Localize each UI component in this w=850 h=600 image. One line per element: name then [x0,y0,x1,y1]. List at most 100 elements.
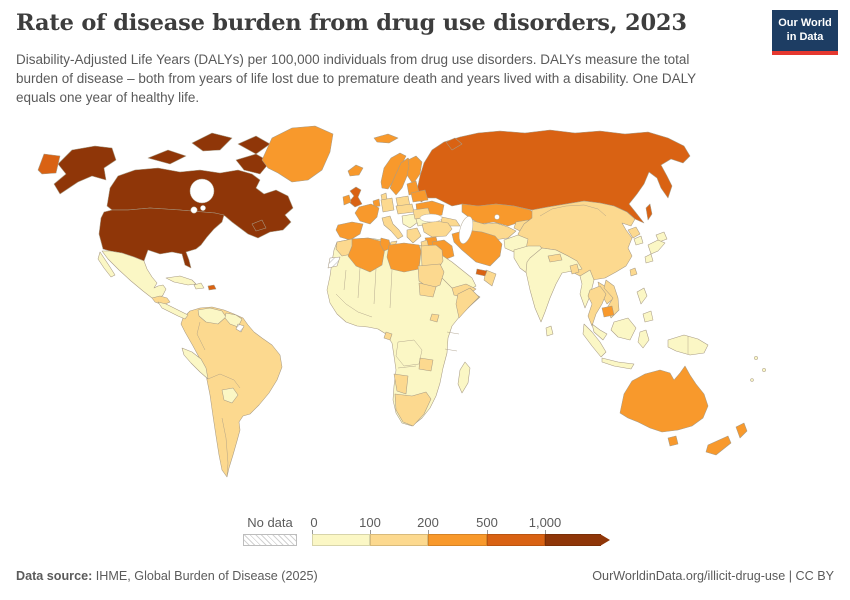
country-north-korea[interactable] [627,226,641,239]
country-bangladesh[interactable] [569,263,580,275]
country-indonesia-java[interactable] [601,357,635,370]
country-australia[interactable] [619,365,709,433]
no-data-label: No data [247,515,293,530]
legend-bin-200-500[interactable] [428,534,487,546]
country-egypt[interactable] [420,244,444,267]
country-belarus[interactable] [410,189,429,203]
country-russia-sakhalin[interactable] [645,203,653,221]
country-south-sudan[interactable] [418,282,437,298]
country-south-korea[interactable] [633,235,644,246]
country-pacific-island-3[interactable] [750,378,754,382]
country-namibia[interactable] [393,373,409,395]
country-czech-hungary[interactable] [395,203,415,215]
country-japan-kyushu[interactable] [644,253,654,264]
country-paraguay[interactable] [221,387,239,404]
country-pacific-island-2[interactable] [762,368,766,372]
country-pacific-island-1[interactable] [754,356,758,360]
country-french-guiana[interactable] [235,323,245,333]
country-madagascar[interactable] [457,361,471,394]
country-thailand[interactable] [587,285,607,327]
country-hispaniola[interactable] [193,282,205,290]
country-canada-arctic2[interactable] [191,132,233,152]
no-data-swatch[interactable] [243,534,297,546]
country-equatorial-guinea-gabon[interactable] [383,331,393,341]
country-philippines-luzon[interactable] [636,287,648,305]
country-germany[interactable] [380,197,395,213]
country-russia-chukotka[interactable] [37,153,61,175]
country-philippines-mindanao[interactable] [642,310,654,323]
legend-tickmark [312,530,313,535]
country-canada-newfoundland[interactable] [251,219,267,232]
country-new-zealand-south[interactable] [705,435,732,456]
country-zambia[interactable] [418,357,434,372]
country-japan-honshu[interactable] [647,239,666,255]
legend-bin-0-100[interactable] [312,534,370,546]
country-ireland[interactable] [342,194,352,206]
country-south-africa[interactable] [394,391,432,427]
country-finland[interactable] [406,155,423,185]
country-myanmar[interactable] [579,269,595,309]
country-guatemala-honduras[interactable] [151,295,171,306]
country-italy[interactable] [381,215,404,240]
license-label[interactable]: CC BY [795,569,835,583]
country-japan-hokkaido[interactable] [655,231,668,243]
country-india[interactable] [525,247,583,323]
legend-tick-1000: 1,000 [528,515,562,530]
country-united-arab-emirates[interactable] [475,268,488,277]
country-svalbard[interactable] [373,133,399,144]
country-greece[interactable] [406,227,422,244]
owid-logo[interactable]: Our World in Data [772,10,838,55]
country-western-sahara[interactable] [327,256,341,269]
country-australia-tasmania[interactable] [667,435,679,447]
owid-link[interactable]: OurWorldinData.org/illicit-drug-use [592,569,786,583]
country-tunisia[interactable] [379,237,392,252]
country-turkey[interactable] [421,220,453,238]
footer-separator: | [785,569,796,583]
country-indonesia-sulawesi[interactable] [637,329,650,349]
country-libya[interactable] [386,242,422,273]
country-mexico[interactable] [101,250,167,300]
legend-bin-1000-plus[interactable] [545,534,601,546]
country-venezuela[interactable] [197,307,227,325]
country-benelux[interactable] [372,198,381,208]
country-canada-baffin[interactable] [235,153,271,175]
country-canada-arctic3[interactable] [237,135,271,155]
country-malaysia[interactable] [591,323,608,341]
country-oman[interactable] [483,269,497,287]
legend-tickmark [545,530,546,535]
country-indonesia-sumatra[interactable] [582,323,607,358]
country-spain-portugal[interactable] [335,221,364,241]
country-canada-arctic1[interactable] [147,149,187,165]
country-iceland[interactable] [347,164,364,177]
country-mexico-baja[interactable] [97,251,116,278]
country-sri-lanka[interactable] [545,325,554,337]
country-cuba[interactable] [165,275,197,286]
country-taiwan[interactable] [629,267,638,277]
country-nepal[interactable] [547,253,563,263]
legend-tickmark [370,530,371,535]
country-sudan[interactable] [417,263,445,290]
country-cambodia[interactable] [601,305,615,318]
country-russia-novaya-zemlya[interactable] [445,137,463,151]
legend-bin-500-1000[interactable] [487,534,545,546]
black-sea [419,213,443,223]
country-uganda[interactable] [429,313,440,323]
country-balkans[interactable] [401,213,419,229]
country-central-america[interactable] [157,301,189,320]
country-new-zealand-north[interactable] [735,422,748,439]
country-algeria[interactable] [347,237,386,273]
data-source-text: IHME, Global Burden of Disease (2025) [92,569,318,583]
country-usa-alaska[interactable] [53,145,117,195]
country-united-kingdom[interactable] [348,186,363,208]
country-greenland[interactable] [261,125,334,183]
country-somalia[interactable] [455,287,480,319]
country-indonesia-borneo[interactable] [610,317,637,341]
country-puerto-rico[interactable] [207,284,217,291]
country-france[interactable] [354,203,380,225]
footer-right: OurWorldinData.org/illicit-drug-use | CC… [592,569,834,583]
data-source-label: Data source: [16,569,93,583]
choropleth-svg [37,125,766,478]
legend-bin-100-200[interactable] [370,534,428,546]
